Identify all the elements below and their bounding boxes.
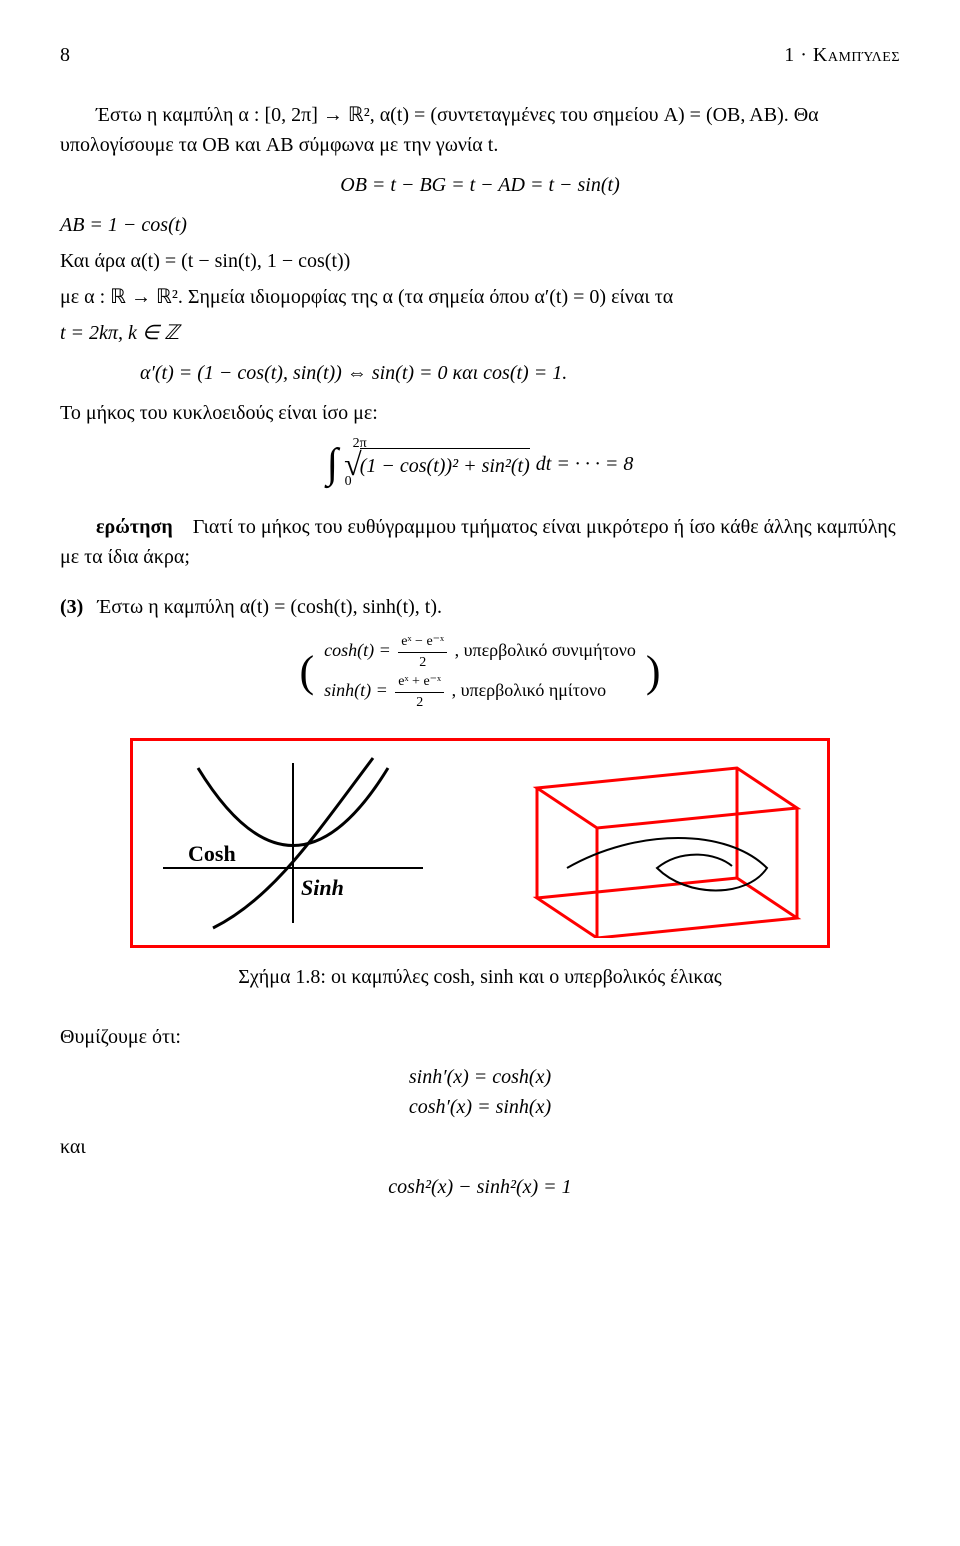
integral-sign-icon: ∫ 2π 0 bbox=[327, 443, 339, 485]
sinh-def-row: sinh(t) = eˣ + e⁻ˣ 2 , υπερβολικό ημίτον… bbox=[324, 672, 636, 712]
hyperbolic-identity: cosh²(x) − sinh²(x) = 1 bbox=[60, 1172, 900, 1202]
derivative-identities: sinh′(x) = cosh(x) cosh′(x) = sinh(x) bbox=[60, 1062, 900, 1122]
paragraph-arclength-intro: Το μήκος του κυκλοειδούς είναι ίσο με: bbox=[60, 398, 900, 428]
question-text: Γιατί το μήκος του ευθύγραμμου τμήματος … bbox=[60, 516, 896, 568]
item-3: (3) Έστω η καμπύλη α(t) = (cosh(t), sinh… bbox=[60, 592, 900, 622]
page-number: 8 bbox=[60, 40, 70, 70]
cosh-def-row: cosh(t) = eˣ − e⁻ˣ 2 , υπερβολικό συνιμή… bbox=[324, 632, 636, 672]
paragraph-ab: AB = 1 − cos(t) bbox=[60, 210, 900, 240]
paragraph-alpha-t: Και άρα α(t) = (t − sin(t), 1 − cos(t)) bbox=[60, 246, 900, 276]
left-paren-icon: ( bbox=[299, 650, 314, 694]
cosh-def-lhs: cosh(t) = bbox=[324, 640, 391, 660]
sinh-def-lhs: sinh(t) = bbox=[324, 680, 388, 700]
page: 8 1 · Καμπύλες Έστω η καμπύλη α : [0, 2π… bbox=[0, 0, 960, 1546]
question-label: ερώτηση bbox=[96, 516, 173, 538]
equation-ob: OB = t − BG = t − AD = t − sin(t) bbox=[60, 170, 900, 200]
integral-after: dt = · · · = 8 bbox=[536, 449, 634, 479]
cosh-def-after: , υπερβολικό συνιμήτονο bbox=[455, 640, 636, 660]
right-paren-icon: ) bbox=[646, 650, 661, 694]
page-header: 8 1 · Καμπύλες bbox=[60, 40, 900, 70]
paragraph-singular-b: t = 2kπ, k ∈ ℤ bbox=[60, 318, 900, 348]
integral-arclength: ∫ 2π 0 √ (1 − cos(t))² + sin²(t) dt = · … bbox=[60, 440, 900, 488]
sinh-frac-den: 2 bbox=[395, 693, 444, 713]
item-3-text: Έστω η καμπύλη α(t) = (cosh(t), sinh(t),… bbox=[97, 592, 442, 622]
figure-1-8: Cosh Sinh bbox=[130, 738, 830, 948]
integral-lower: 0 bbox=[345, 475, 352, 489]
deriv-sinh: sinh′(x) = cosh(x) bbox=[60, 1062, 900, 1092]
question-paragraph: ερώτηση Γιατί το μήκος του ευθύγραμμου τ… bbox=[60, 512, 900, 572]
cosh-frac-num: eˣ − e⁻ˣ bbox=[398, 632, 447, 653]
sinh-def-after: , υπερβολικό ημίτονο bbox=[452, 680, 607, 700]
cosh-fraction: eˣ − e⁻ˣ 2 bbox=[398, 632, 447, 672]
cosh-sinh-plot: Cosh Sinh bbox=[143, 753, 443, 933]
figure-caption: Σχήμα 1.8: οι καμπύλες cosh, sinh και ο … bbox=[60, 962, 900, 992]
integral-upper: 2π bbox=[353, 437, 367, 451]
and-label: και bbox=[60, 1132, 900, 1162]
equation-alpha-prime: α′(t) = (1 − cos(t), sin(t)) ⇔ sin(t) = … bbox=[60, 358, 900, 388]
recall-paragraph: Θυμίζουμε ότι: bbox=[60, 1022, 900, 1052]
cosh-label: Cosh bbox=[188, 841, 236, 866]
chapter-label: 1 · Καμπύλες bbox=[784, 40, 900, 70]
paragraph-1: Έστω η καμπύλη α : [0, 2π] → ℝ², α(t) = … bbox=[60, 100, 900, 160]
cosh-frac-den: 2 bbox=[398, 653, 447, 673]
item-3-label: (3) bbox=[60, 592, 83, 622]
hyperbolic-definitions: ( cosh(t) = eˣ − e⁻ˣ 2 , υπερβολικό συνι… bbox=[60, 632, 900, 712]
integral-radicand: (1 − cos(t))² + sin²(t) bbox=[360, 448, 530, 481]
deriv-cosh: cosh′(x) = sinh(x) bbox=[60, 1092, 900, 1122]
paragraph-singular-a: με α : ℝ → ℝ². Σημεία ιδιομορφίας της α … bbox=[60, 282, 900, 312]
hyperbolic-helix-plot bbox=[497, 748, 817, 938]
sinh-frac-num: eˣ + e⁻ˣ bbox=[395, 672, 444, 693]
sinh-label: Sinh bbox=[301, 875, 344, 900]
sinh-fraction: eˣ + e⁻ˣ 2 bbox=[395, 672, 444, 712]
